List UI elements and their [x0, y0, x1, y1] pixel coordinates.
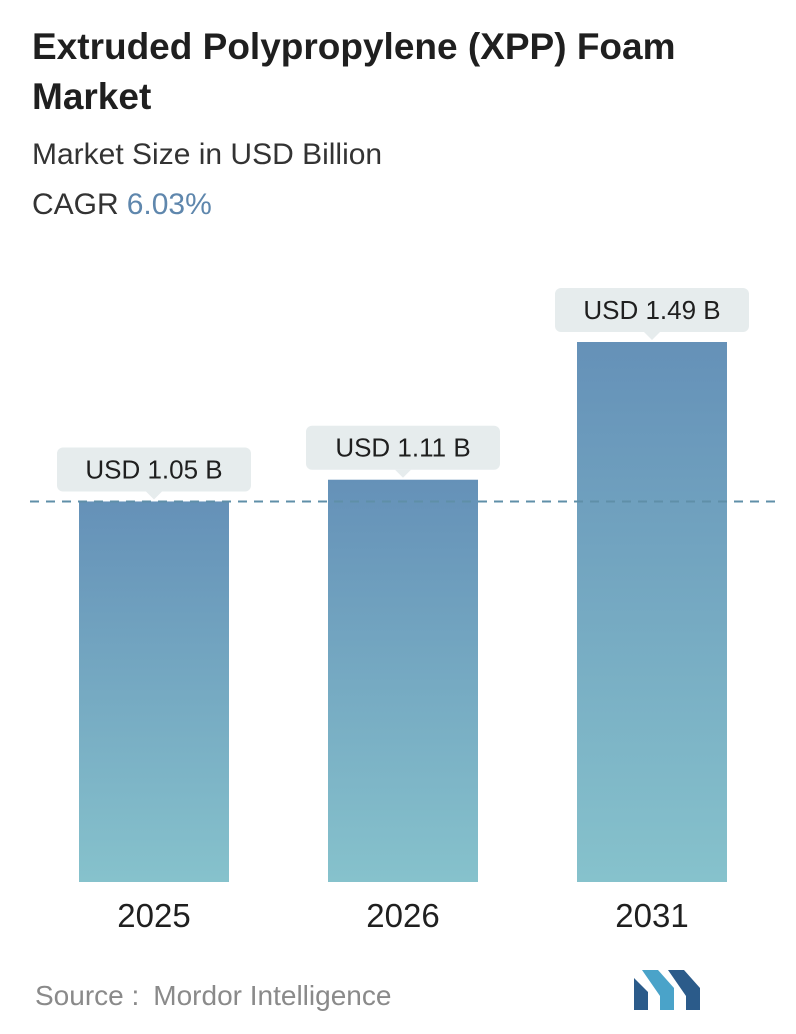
data-label-2025: USD 1.05 B [57, 447, 251, 500]
source-note: Source : Mordor Intelligence [35, 980, 391, 1012]
bar-2026 [328, 479, 478, 882]
cagr-label: CAGR [32, 188, 119, 221]
bar-2031 [577, 342, 727, 882]
data-label-box [555, 288, 749, 332]
data-label-box [57, 447, 251, 492]
x-axis-ticks-layer: 2025 2026 2031 [117, 897, 688, 934]
x-tick-label-2031: 2031 [615, 897, 688, 934]
source-label: Source : [35, 980, 140, 1011]
x-tick-label-2026: 2026 [366, 897, 439, 934]
data-label-text: USD 1.05 B [85, 454, 222, 484]
data-labels-layer: USD 1.05 B USD 1.11 B USD 1.49 B [57, 288, 749, 500]
source-name: Mordor Intelligence [153, 980, 392, 1011]
chart-subtitle: Market Size in USD Billion [32, 138, 383, 171]
cagr-value: 6.03% [126, 188, 212, 221]
data-label-text: USD 1.11 B [335, 433, 470, 463]
x-tick-label-2025: 2025 [117, 897, 190, 934]
data-label-pointer [644, 332, 660, 340]
cagr-line: CAGR 6.03% [32, 188, 212, 222]
mordor-intelligence-logo-icon [634, 970, 700, 1010]
data-label-pointer [395, 469, 411, 478]
bar-2025 [79, 501, 229, 882]
bars-layer [79, 342, 727, 882]
data-label-text: USD 1.49 B [583, 295, 720, 325]
data-label-pointer [146, 491, 162, 500]
data-label-2026: USD 1.11 B [306, 425, 500, 478]
chart-title: Extruded Polypropylene (XPP) Foam Market [32, 26, 676, 117]
data-label-box [306, 425, 500, 470]
data-label-2031: USD 1.49 B [555, 288, 749, 340]
